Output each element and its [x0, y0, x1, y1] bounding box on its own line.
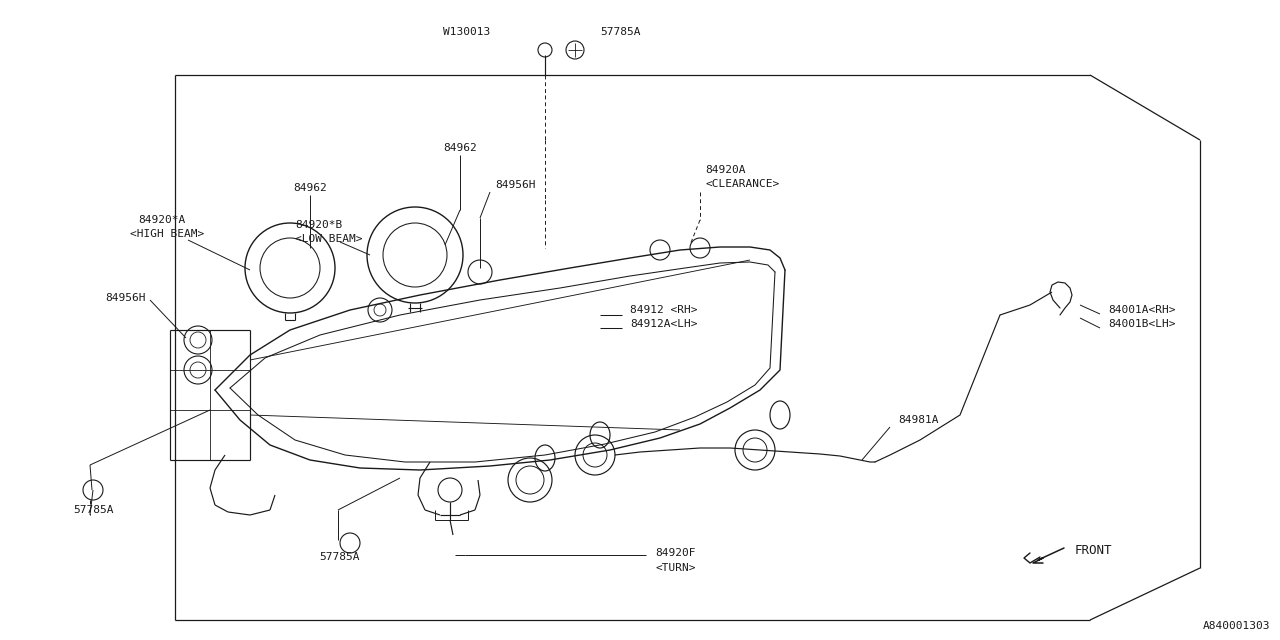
Text: 84912 <RH>: 84912 <RH>	[630, 305, 698, 315]
Text: 84981A: 84981A	[899, 415, 938, 425]
Text: 84912A<LH>: 84912A<LH>	[630, 319, 698, 329]
Text: 84956H: 84956H	[495, 180, 535, 190]
Text: <TURN>: <TURN>	[655, 563, 695, 573]
Text: <HIGH BEAM>: <HIGH BEAM>	[131, 229, 205, 239]
Text: 84962: 84962	[293, 183, 326, 193]
Text: 57785A: 57785A	[320, 552, 360, 562]
Text: <CLEARANCE>: <CLEARANCE>	[705, 179, 780, 189]
Text: <LOW BEAM>: <LOW BEAM>	[294, 234, 362, 244]
Text: 84920F: 84920F	[655, 548, 695, 558]
Text: 84920*A: 84920*A	[138, 215, 186, 225]
Text: 57785A: 57785A	[600, 27, 640, 37]
Text: A840001303: A840001303	[1202, 621, 1270, 631]
Text: 84956H: 84956H	[105, 293, 146, 303]
Text: 57785A: 57785A	[73, 505, 113, 515]
Text: 84920A: 84920A	[705, 165, 745, 175]
Text: W130013: W130013	[443, 27, 490, 37]
Text: FRONT: FRONT	[1075, 545, 1112, 557]
Text: 84920*B: 84920*B	[294, 220, 342, 230]
Text: 84001B<LH>: 84001B<LH>	[1108, 319, 1175, 329]
Text: 84962: 84962	[443, 143, 477, 153]
Text: 84001A<RH>: 84001A<RH>	[1108, 305, 1175, 315]
